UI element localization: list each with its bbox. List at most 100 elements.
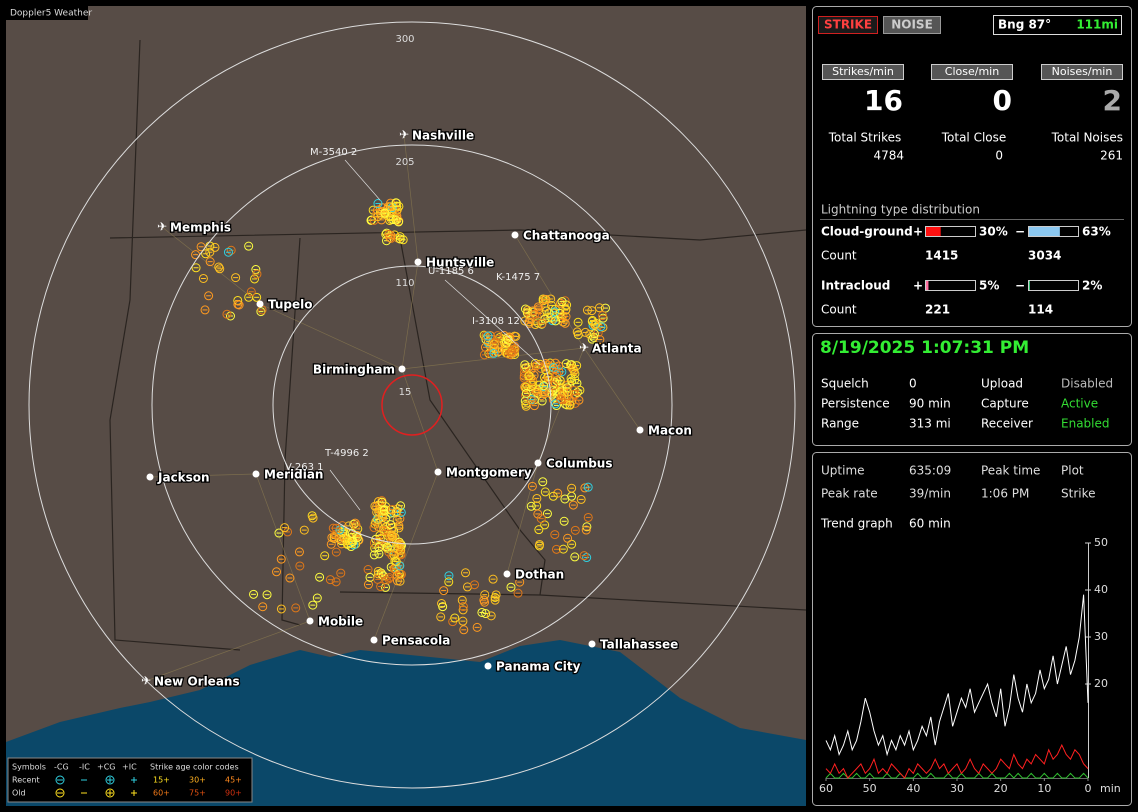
sign: −	[1015, 225, 1025, 239]
rate-button[interactable]	[931, 64, 1013, 80]
strike-symbol	[312, 593, 322, 603]
strike-symbol	[222, 309, 232, 319]
stats-cell: 60 min	[909, 517, 951, 531]
strike-symbol	[386, 520, 396, 530]
legend-symbol	[55, 788, 65, 798]
strike-symbol	[370, 543, 380, 553]
strike-symbol	[276, 604, 286, 614]
rate-button[interactable]	[1041, 64, 1123, 80]
legend-symbol	[105, 775, 115, 785]
legend: Symbols -CG -IC +CG +IC Strike age color code…	[12, 763, 242, 798]
strike-symbol	[540, 487, 550, 497]
strike-symbol	[582, 553, 592, 563]
strike-symbol	[559, 516, 569, 526]
legend-header: -CG	[54, 763, 69, 772]
strike-symbol	[580, 483, 590, 493]
city-dot	[146, 473, 154, 481]
strike-symbol	[231, 273, 241, 283]
strike-symbol	[558, 544, 568, 554]
strike-symbol	[250, 274, 260, 284]
strike-symbol	[331, 547, 341, 557]
strike-symbol	[262, 590, 272, 600]
rate-value: 16	[864, 84, 903, 117]
rate-button[interactable]	[822, 64, 904, 80]
city-label: Atlanta	[592, 342, 642, 356]
strike-annotation: I-3108 12	[472, 316, 520, 327]
strike-symbol	[223, 247, 233, 257]
pct-bar-frame	[925, 226, 976, 237]
strike-symbol	[533, 509, 543, 519]
airport-icon: ✈	[579, 341, 589, 355]
strike-symbol	[568, 500, 578, 510]
strike-symbol	[394, 523, 404, 533]
rate-label: Noises/min	[1052, 65, 1113, 78]
x-tick-label: 20	[994, 782, 1008, 795]
sign: −	[1015, 279, 1025, 293]
strike-symbol	[256, 307, 266, 317]
strike-symbol	[567, 539, 577, 549]
strike-symbol	[570, 374, 580, 384]
strike-symbol	[391, 508, 401, 518]
status-cell: Enabled	[1061, 417, 1110, 431]
strike-symbol	[369, 550, 379, 560]
strike-symbol	[274, 528, 284, 538]
pct-bar	[926, 281, 929, 290]
status-panel	[812, 333, 1132, 446]
strike-symbol	[376, 209, 386, 219]
strike-symbol	[551, 401, 561, 411]
strike-symbol	[560, 494, 570, 504]
distance: 111mi	[1076, 18, 1118, 32]
stats-cell: 1:06 PM	[981, 487, 1029, 501]
strike-symbol	[520, 304, 530, 314]
strike-symbol	[484, 336, 494, 346]
strike-symbol	[502, 348, 512, 358]
range-ring	[272, 265, 552, 545]
strike-symbol	[591, 318, 601, 328]
airport-icon: ✈	[399, 128, 409, 142]
strike-symbol	[542, 306, 552, 316]
noise-button-label: NOISE	[891, 18, 933, 32]
sign: +	[913, 279, 923, 293]
airport-icon: ✈	[141, 674, 151, 688]
strike-symbol	[252, 269, 262, 279]
total-label: Total Close	[941, 131, 1007, 145]
strike-symbol	[521, 388, 531, 398]
legend-row-label: Recent	[12, 776, 40, 785]
strike-symbol	[479, 350, 489, 360]
city-dot	[370, 636, 378, 644]
strike-symbol	[581, 525, 591, 535]
sign: +	[913, 225, 923, 239]
strike-symbol	[590, 320, 600, 330]
strike-symbol	[387, 531, 397, 541]
status-cell: Range	[821, 417, 859, 431]
stats-cell: Strike	[1061, 487, 1096, 501]
strike-symbol	[308, 513, 318, 523]
strike-button-label: STRIKE	[824, 18, 872, 32]
strike-symbol	[489, 339, 499, 349]
strike-symbol	[373, 212, 383, 222]
strike-symbol	[370, 501, 380, 511]
strike-symbol	[582, 305, 592, 315]
pct-bar-frame	[1028, 280, 1079, 291]
strike-symbol	[382, 228, 392, 238]
strike-symbol	[548, 491, 558, 501]
strike-symbol	[299, 525, 309, 535]
strike-symbol	[294, 547, 304, 557]
legend-age: 60+	[153, 789, 170, 798]
strike-button[interactable]	[818, 16, 878, 34]
total-label: Total Noises	[1051, 131, 1123, 145]
strike-symbol	[342, 534, 352, 544]
pct-bar	[1029, 227, 1060, 236]
strike-symbol	[551, 316, 561, 326]
y-tick-label: 50	[1094, 536, 1108, 549]
bearing: Bng 87°	[998, 18, 1051, 32]
panel-content: STRIKE NOISE Bng 87° 111mi Strikes/min 16 Clos…	[818, 15, 1124, 531]
trend-panel	[812, 452, 1132, 806]
strike-symbol	[380, 208, 390, 218]
strike-symbol	[486, 611, 496, 621]
strike-symbol	[583, 482, 593, 492]
noise-button[interactable]	[883, 16, 941, 34]
strike-symbol	[458, 602, 468, 612]
strike-symbol	[325, 575, 335, 585]
strike-symbol	[477, 607, 487, 617]
